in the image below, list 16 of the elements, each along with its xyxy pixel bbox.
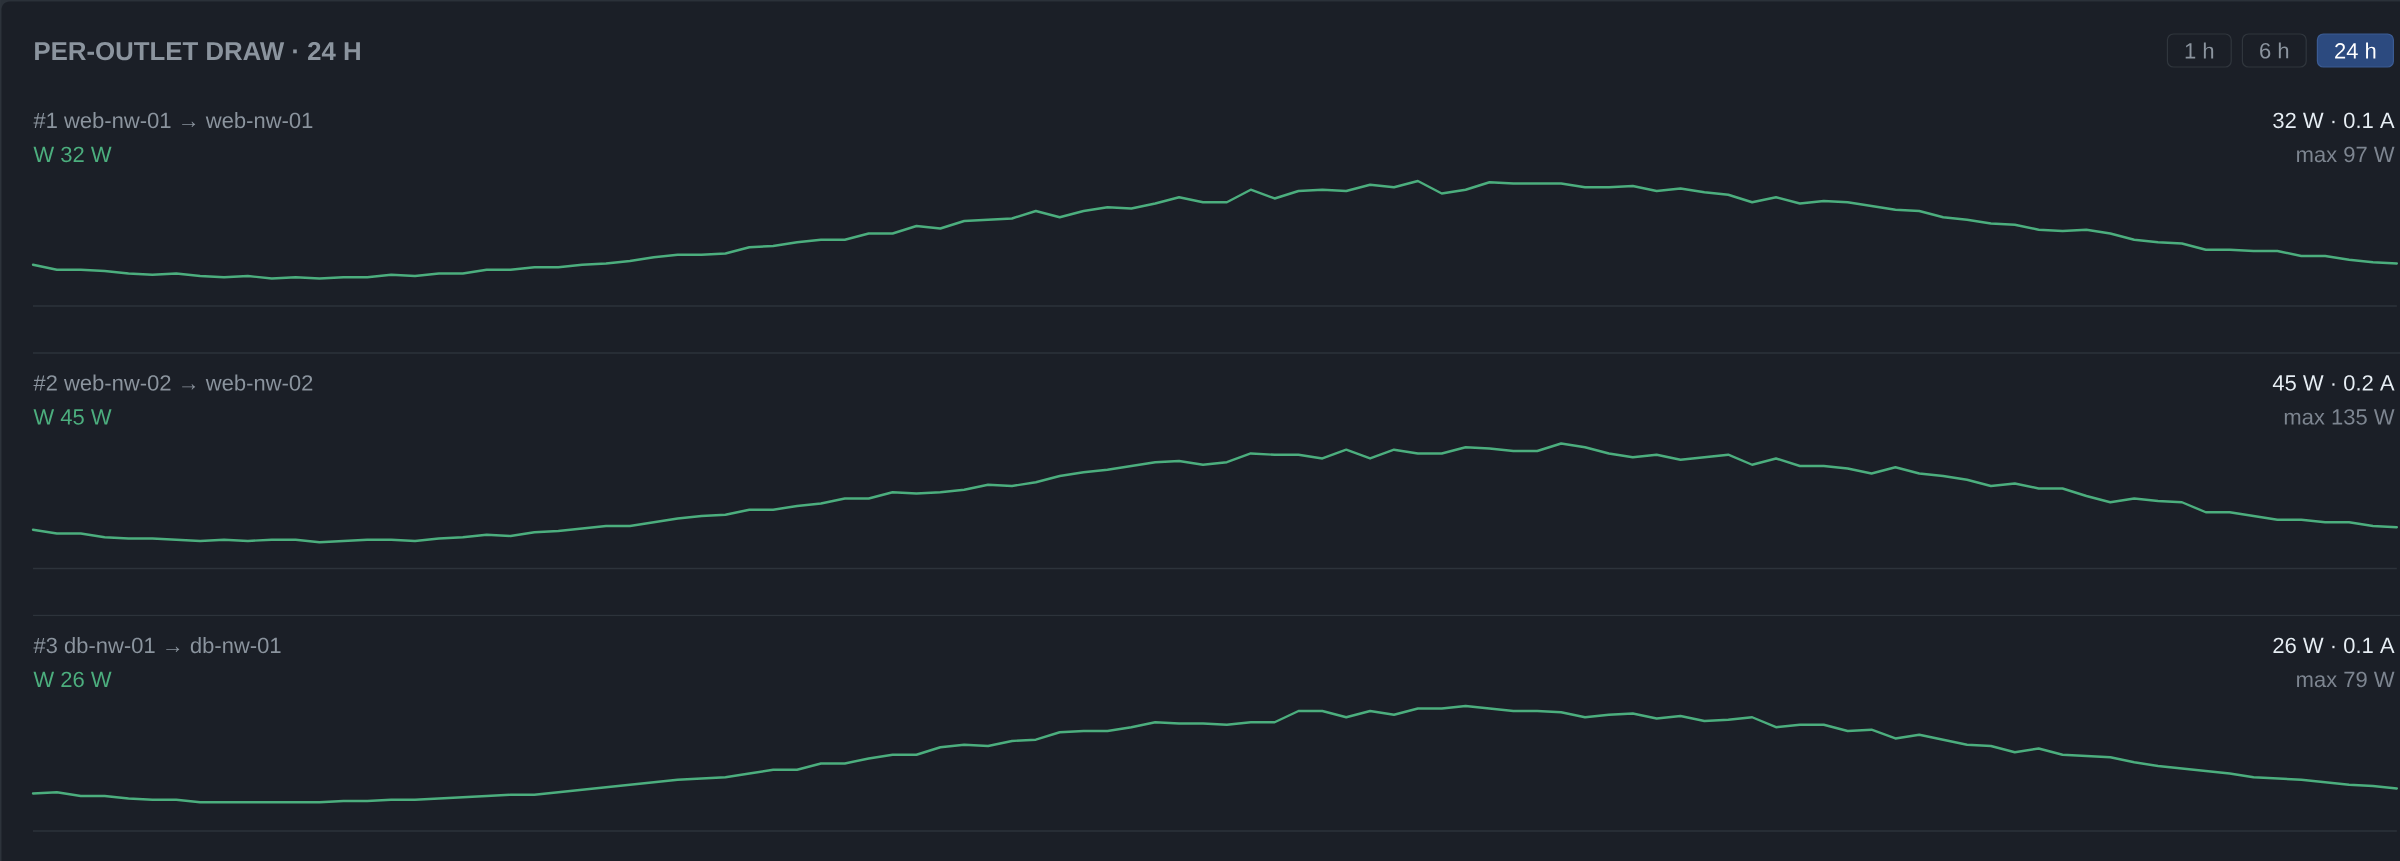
text: max 79 W xyxy=(2297,671,2395,688)
text: 1 h xyxy=(2185,42,2214,59)
chart-subtitle: W 32 W xyxy=(33,146,112,163)
text: max 135 W xyxy=(2284,409,2395,425)
text: 6 h xyxy=(2260,42,2289,59)
chart-title: #1 web-nw-01 → web-nw-01 xyxy=(33,112,313,129)
text: 26 W · 0.1 A xyxy=(2273,637,2395,654)
chart-title: #2 web-nw-02 → web-nw-02 xyxy=(33,374,313,391)
text: 24 h xyxy=(2335,42,2376,59)
chart-subtitle: W 45 W xyxy=(33,409,112,425)
text: max 97 W xyxy=(2297,146,2395,163)
text: 45 W · 0.2 A xyxy=(2272,375,2395,391)
text: 32 W · 0.1 A xyxy=(2273,112,2395,129)
chart-title: #3 db-nw-01 → db-nw-01 xyxy=(33,637,281,654)
text: PER-OUTLET DRAW · 24 H xyxy=(35,41,360,61)
chart-subtitle: W 26 W xyxy=(33,671,112,688)
